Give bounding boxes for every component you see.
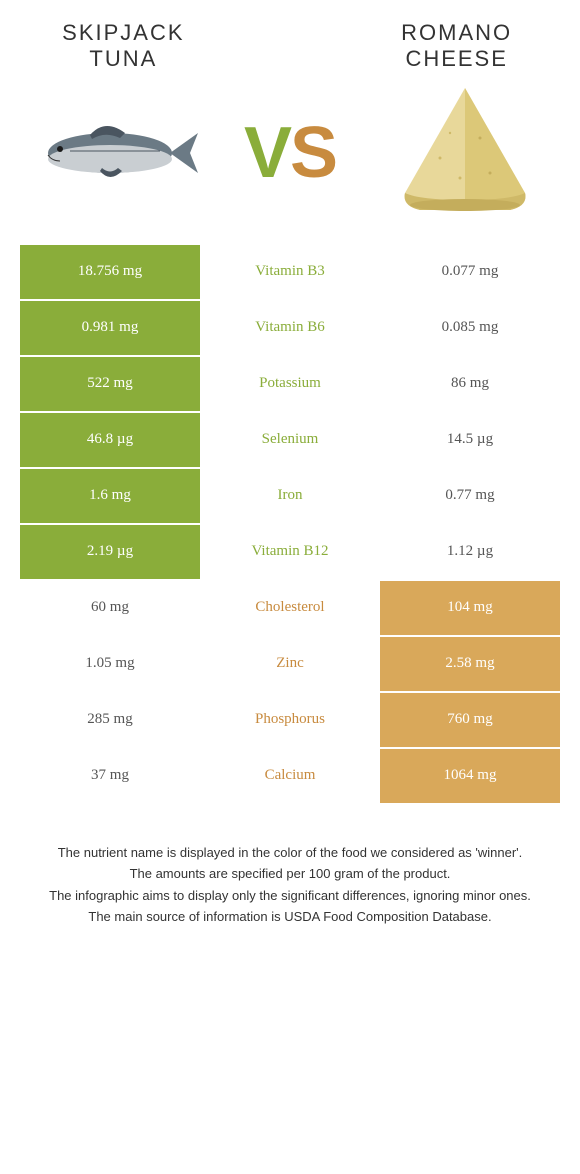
left-value: 37 mg [20, 747, 200, 803]
nutrient-name: Vitamin B6 [200, 299, 380, 355]
table-row: 285 mgPhosphorus760 mg [20, 691, 560, 747]
table-row: 1.05 mgZinc2.58 mg [20, 635, 560, 691]
table-row: 0.981 mgVitamin B60.085 mg [20, 299, 560, 355]
left-value: 18.756 mg [20, 243, 200, 299]
left-food-title: SKIPJACK TUNA [40, 20, 207, 73]
footnote-line: The amounts are specified per 100 gram o… [40, 864, 540, 884]
table-row: 2.19 µgVitamin B121.12 µg [20, 523, 560, 579]
nutrient-name: Vitamin B3 [200, 243, 380, 299]
left-value: 1.05 mg [20, 635, 200, 691]
table-row: 60 mgCholesterol104 mg [20, 579, 560, 635]
left-value: 46.8 µg [20, 411, 200, 467]
left-value: 522 mg [20, 355, 200, 411]
right-value: 0.085 mg [380, 299, 560, 355]
nutrient-name: Calcium [200, 747, 380, 803]
table-row: 522 mgPotassium86 mg [20, 355, 560, 411]
images-row: VS [0, 73, 580, 243]
footnote-line: The nutrient name is displayed in the co… [40, 843, 540, 863]
right-food-title: Romano cheese [373, 20, 540, 73]
right-value: 1064 mg [380, 747, 560, 803]
table-row: 1.6 mgIron0.77 mg [20, 467, 560, 523]
right-value: 0.077 mg [380, 243, 560, 299]
right-value: 2.58 mg [380, 635, 560, 691]
nutrient-name: Potassium [200, 355, 380, 411]
right-value: 0.77 mg [380, 467, 560, 523]
left-value: 60 mg [20, 579, 200, 635]
nutrient-name: Cholesterol [200, 579, 380, 635]
tuna-icon [30, 113, 200, 193]
right-value: 86 mg [380, 355, 560, 411]
header-titles: SKIPJACK TUNA Romano cheese [0, 0, 580, 73]
table-row: 18.756 mgVitamin B30.077 mg [20, 243, 560, 299]
nutrient-name: Vitamin B12 [200, 523, 380, 579]
left-value: 2.19 µg [20, 523, 200, 579]
nutrient-name: Selenium [200, 411, 380, 467]
right-value: 1.12 µg [380, 523, 560, 579]
left-value: 0.981 mg [20, 299, 200, 355]
vs-label: VS [244, 112, 336, 194]
footnotes: The nutrient name is displayed in the co… [0, 803, 580, 927]
right-value: 104 mg [380, 579, 560, 635]
right-value: 760 mg [380, 691, 560, 747]
right-food-image [380, 83, 550, 223]
nutrient-table: 18.756 mgVitamin B30.077 mg0.981 mgVitam… [20, 243, 560, 803]
table-row: 46.8 µgSelenium14.5 µg [20, 411, 560, 467]
nutrient-name: Iron [200, 467, 380, 523]
nutrient-name: Phosphorus [200, 691, 380, 747]
footnote-line: The infographic aims to display only the… [40, 886, 540, 906]
footnote-line: The main source of information is USDA F… [40, 907, 540, 927]
left-value: 285 mg [20, 691, 200, 747]
vs-s: S [290, 113, 336, 193]
left-food-image [30, 83, 200, 223]
left-value: 1.6 mg [20, 467, 200, 523]
right-value: 14.5 µg [380, 411, 560, 467]
vs-v: V [244, 113, 290, 193]
table-row: 37 mgCalcium1064 mg [20, 747, 560, 803]
cheese-icon [390, 78, 540, 228]
nutrient-name: Zinc [200, 635, 380, 691]
